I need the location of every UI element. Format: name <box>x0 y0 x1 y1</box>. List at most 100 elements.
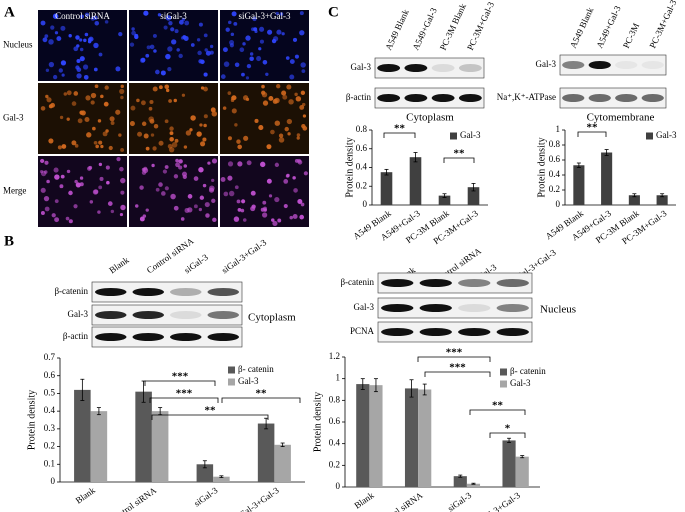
legend-label: β- catenin <box>510 366 546 376</box>
band <box>95 288 127 296</box>
cell <box>98 52 103 57</box>
cell <box>160 70 166 76</box>
cell <box>115 109 121 115</box>
cell <box>98 140 103 145</box>
cell <box>209 44 214 49</box>
cell <box>236 199 241 204</box>
cell <box>53 13 57 18</box>
cell <box>301 69 306 73</box>
row-label: Merge <box>3 186 26 196</box>
blot-strip <box>377 297 533 319</box>
bar <box>573 165 585 205</box>
cell <box>44 160 49 165</box>
cell <box>183 164 188 168</box>
cell <box>40 106 46 111</box>
cell <box>175 162 180 168</box>
y-tick-label: 0 <box>336 481 341 491</box>
cell <box>86 132 92 138</box>
significance-bracket <box>489 432 526 438</box>
cell <box>75 182 81 188</box>
cell <box>173 205 179 211</box>
cell <box>92 126 96 131</box>
band <box>419 328 452 336</box>
cell <box>200 141 206 147</box>
row-label: β-actin <box>346 92 372 102</box>
legend-swatch <box>228 378 235 386</box>
y-tick-label: 0.8 <box>329 394 341 404</box>
legend-label: Gal-3 <box>510 378 531 388</box>
cell <box>169 137 174 142</box>
cell <box>100 94 104 99</box>
cell <box>293 188 298 193</box>
cell <box>299 104 305 110</box>
cell <box>148 106 153 111</box>
cell <box>196 131 202 137</box>
cell <box>275 11 279 16</box>
cell <box>140 57 146 63</box>
micrograph <box>38 10 127 81</box>
cell <box>163 25 168 30</box>
cell <box>262 200 267 205</box>
cell <box>241 199 246 204</box>
cell <box>265 72 269 77</box>
y-axis-label: Protein density <box>536 137 547 197</box>
cell <box>174 138 179 143</box>
cell <box>40 158 45 164</box>
row-label: β-catenin <box>340 277 374 287</box>
cell <box>107 201 113 206</box>
band <box>377 94 401 102</box>
significance-label: ** <box>256 388 268 400</box>
cell <box>246 160 252 166</box>
cell <box>241 72 245 77</box>
band <box>404 94 428 102</box>
cell <box>234 62 240 68</box>
band <box>458 279 491 287</box>
bar <box>380 172 393 205</box>
cell <box>54 174 60 180</box>
bar <box>257 423 275 482</box>
lane-label: PC-3M+Gal-3 <box>465 0 496 52</box>
cell <box>54 217 60 223</box>
bar <box>274 444 291 482</box>
cell <box>211 198 216 203</box>
significance-bracket <box>221 397 301 403</box>
cell <box>203 72 208 77</box>
bar <box>369 385 383 487</box>
cell <box>66 169 71 174</box>
cell <box>237 144 243 150</box>
cell <box>102 131 108 137</box>
cell <box>202 183 207 188</box>
cell <box>116 157 121 162</box>
cell <box>193 204 198 209</box>
cell <box>196 38 201 42</box>
cell <box>105 165 110 170</box>
cell <box>94 84 99 89</box>
x-tick-label: siGal-3 <box>192 485 220 509</box>
cell <box>300 202 305 207</box>
cell <box>152 86 158 92</box>
y-tick-label: 1.2 <box>329 351 340 361</box>
cell <box>145 146 150 151</box>
cell <box>231 108 237 114</box>
cell <box>118 31 123 37</box>
significance-label: *** <box>449 362 466 374</box>
blot-strip <box>374 57 485 79</box>
cell <box>68 34 72 38</box>
cell <box>164 186 169 191</box>
cell <box>205 50 211 56</box>
cell <box>278 137 285 143</box>
cell <box>54 199 59 204</box>
cell <box>145 53 150 58</box>
cell <box>145 208 149 212</box>
cell <box>242 218 247 222</box>
bar <box>502 440 516 487</box>
y-tick-label: 0.1 <box>44 458 55 468</box>
bar <box>467 187 480 205</box>
cell <box>251 204 256 209</box>
bar <box>409 157 422 205</box>
cell <box>274 196 280 203</box>
cell <box>152 146 157 151</box>
cell <box>100 144 104 149</box>
x-tick-label: siGal-3 <box>446 490 474 512</box>
lane-label: siGal-3 <box>182 252 210 276</box>
